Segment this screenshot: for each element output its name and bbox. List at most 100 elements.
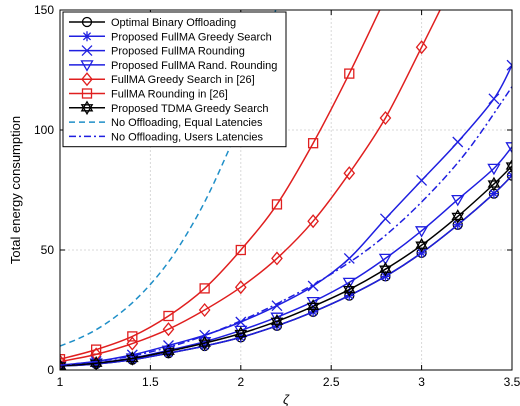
series-marker xyxy=(306,302,320,314)
legend-label: Proposed FullMA Rand. Rounding xyxy=(111,60,277,72)
series-marker xyxy=(488,93,500,105)
series-marker xyxy=(342,277,356,290)
series-line xyxy=(60,86,512,366)
series-marker xyxy=(451,209,465,221)
series-marker xyxy=(270,313,284,325)
series-marker xyxy=(487,180,501,192)
series-marker xyxy=(415,237,428,249)
series-marker xyxy=(488,188,499,199)
y-tick-label: 150 xyxy=(34,3,54,17)
y-tick-label: 50 xyxy=(41,243,55,257)
series-marker xyxy=(127,331,138,342)
x-tick-label: 3 xyxy=(418,375,425,389)
series-marker xyxy=(306,296,320,309)
series-marker xyxy=(234,326,248,338)
series-marker xyxy=(271,320,282,331)
series-marker xyxy=(416,174,428,186)
series-marker xyxy=(307,214,319,229)
series-marker xyxy=(379,213,391,225)
series-marker xyxy=(162,343,175,355)
y-axis-label: Total energy consumption xyxy=(8,116,23,264)
series-marker xyxy=(451,212,465,224)
series-marker xyxy=(342,285,356,297)
series-4 xyxy=(60,10,441,369)
series-marker xyxy=(378,253,393,266)
series-marker xyxy=(344,68,355,79)
series-marker xyxy=(234,280,247,295)
series-marker xyxy=(506,59,512,71)
series-marker xyxy=(271,251,283,266)
x-axis-label: ζ xyxy=(283,392,290,406)
series-marker xyxy=(127,354,138,365)
series-marker xyxy=(271,199,283,210)
legend-marker xyxy=(80,60,94,72)
series-marker xyxy=(91,344,102,355)
legend-label: No Offloading, Users Latencies xyxy=(111,131,264,143)
series-marker xyxy=(198,335,211,347)
series-marker xyxy=(60,354,66,369)
series-marker xyxy=(416,247,427,258)
x-tick-label: 2 xyxy=(237,375,244,389)
series-5 xyxy=(60,10,381,365)
series-marker xyxy=(414,226,429,238)
legend-marker xyxy=(81,88,93,99)
series-marker xyxy=(451,194,465,207)
series-layer xyxy=(60,10,512,370)
y-tick-label: 100 xyxy=(34,123,54,137)
series-marker xyxy=(60,354,66,365)
series-marker xyxy=(379,110,392,126)
legend-label: FullMA Rounding in [26] xyxy=(111,89,228,101)
legend-label: Proposed TDMA Greedy Search xyxy=(111,103,269,115)
series-line xyxy=(60,10,441,363)
plot-frame xyxy=(59,9,513,371)
series-marker xyxy=(199,329,211,341)
x-tick-label: 3.5 xyxy=(504,375,520,389)
series-marker xyxy=(198,339,211,351)
legend-marker xyxy=(82,31,92,42)
series-marker xyxy=(487,163,501,176)
series-marker xyxy=(89,359,103,370)
series-marker xyxy=(487,176,501,188)
x-tick-label: 2.5 xyxy=(323,375,340,389)
series-marker xyxy=(452,136,464,148)
series-marker xyxy=(235,244,246,256)
legend-label: No Offloading, Equal Latencies xyxy=(111,117,263,129)
series-marker xyxy=(162,322,175,337)
legend-label: Proposed FullMA Rounding xyxy=(111,46,245,58)
series-marker xyxy=(342,282,356,294)
legend-marker xyxy=(81,45,93,57)
series-marker xyxy=(505,158,512,170)
legend-marker xyxy=(80,100,94,112)
x-tick-label: 1.5 xyxy=(142,375,159,389)
series-marker xyxy=(307,138,319,149)
series-marker xyxy=(60,362,67,370)
series-marker xyxy=(125,354,139,366)
series-marker xyxy=(415,241,428,253)
x-tick-label: 1 xyxy=(57,375,64,389)
legend-marker xyxy=(80,104,94,116)
series-marker xyxy=(234,329,248,341)
legend-marker xyxy=(81,16,93,28)
series-marker xyxy=(505,142,512,154)
series-marker xyxy=(163,348,174,359)
series-marker xyxy=(270,317,284,329)
legend-label: Optimal Binary Offloading xyxy=(111,17,236,29)
series-marker xyxy=(199,283,210,294)
series-marker xyxy=(126,336,139,351)
series-marker xyxy=(343,252,355,264)
legend-marker xyxy=(81,72,93,87)
series-marker xyxy=(163,310,174,322)
legend: Optimal Binary Offloading Proposed FullMA… xyxy=(62,11,287,148)
series-6 xyxy=(60,158,512,370)
series-marker xyxy=(343,166,356,181)
legend-label: Proposed FullMA Greedy Search xyxy=(111,31,272,43)
ticks: 1 1.5 2 2.5 3 3.5 0 50 100 150 xyxy=(34,3,520,389)
series-8 xyxy=(60,86,512,366)
series-marker xyxy=(415,40,428,55)
series-marker xyxy=(379,261,392,273)
series-line xyxy=(60,10,381,360)
series-marker xyxy=(162,347,175,359)
series-marker xyxy=(235,332,246,343)
